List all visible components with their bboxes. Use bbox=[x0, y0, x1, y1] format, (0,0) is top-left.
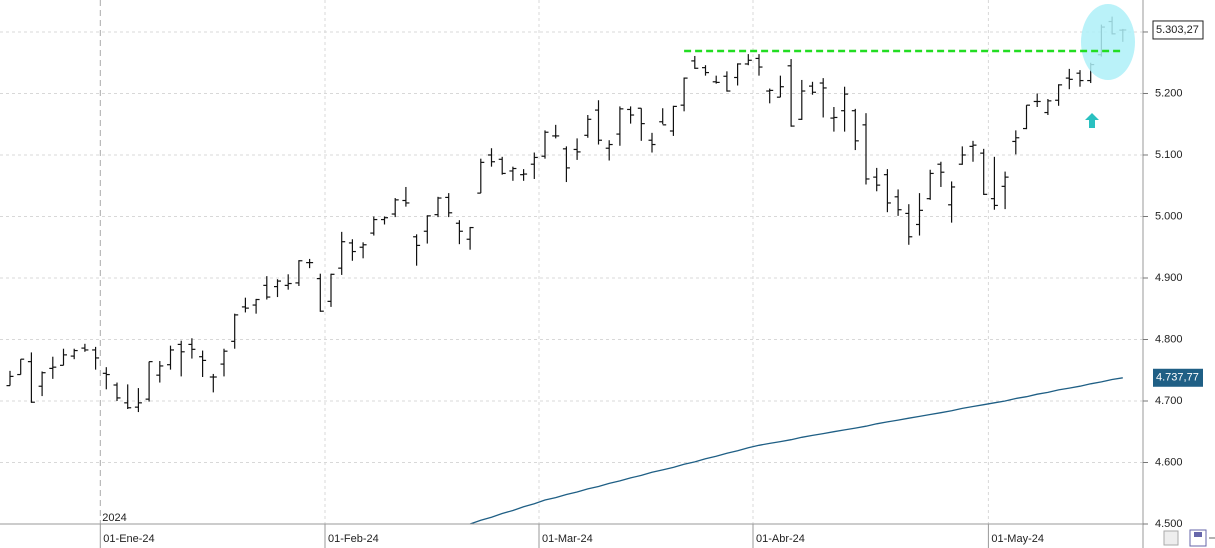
y-tick-label: 5.100 bbox=[1155, 149, 1183, 161]
axis: 4.500 4.600 4.700 4.800 4.900 5.000 5.100 5.200… bbox=[99, 20, 1204, 548]
button[interactable] bbox=[1163, 530, 1179, 546]
up-arrow bbox=[1085, 113, 1099, 128]
ma-price-label: 4.737,77 bbox=[1156, 372, 1199, 384]
ma-price-box bbox=[1153, 368, 1203, 387]
highlight-ellipse bbox=[1081, 4, 1135, 80]
x-tick-label: 01-Feb-24 bbox=[328, 533, 379, 545]
x-tick-label: 01-Mar-24 bbox=[542, 533, 593, 545]
moving-average-line bbox=[469, 377, 1123, 525]
last-price-label: 5.303,27 bbox=[1156, 24, 1199, 36]
y-tick-label: 4.800 bbox=[1155, 333, 1183, 345]
y-tick-label: 5.000 bbox=[1155, 210, 1183, 222]
x-tick-label: 01-May-24 bbox=[991, 533, 1044, 545]
x-tick-label: 01-Abr-24 bbox=[756, 533, 805, 545]
x-tick-label: 01-Ene-24 bbox=[103, 533, 154, 545]
last-price-box bbox=[1152, 20, 1204, 40]
year-label: 2024 bbox=[102, 512, 126, 524]
y-tick-label: 4.900 bbox=[1155, 272, 1183, 284]
y-tick-label: 4.500 bbox=[1155, 518, 1183, 530]
y-tick-label: 4.600 bbox=[1155, 456, 1183, 468]
icon bbox=[1194, 532, 1202, 537]
y-tick-label: 4.700 bbox=[1155, 395, 1183, 407]
y-tick-label: 5.200 bbox=[1155, 87, 1183, 99]
